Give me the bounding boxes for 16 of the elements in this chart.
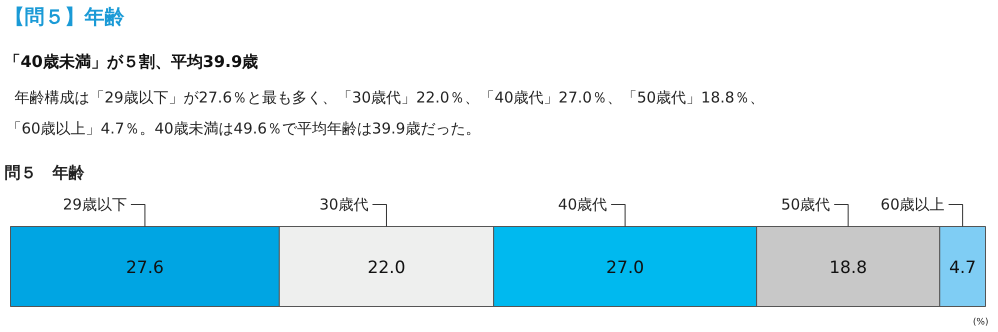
data-label: 27.0	[606, 258, 644, 278]
data-label: 4.7	[949, 258, 976, 278]
chart-title: 【問５】年齢	[4, 4, 126, 28]
data-label: 27.6	[126, 258, 164, 278]
text: 「60歳以上」4.7％。40歳未満は49.6％で平均年齢は39.9歳だった。	[6, 120, 480, 138]
text: 年齢構成は「29歳以下」が27.6％と最も多く、「30歳代」22.0％、「40歳代」27.0％、「50歳代」18.8％、	[14, 88, 764, 106]
series-label: 60歳以上	[880, 196, 945, 214]
series-label: 40歳代	[558, 196, 608, 214]
series-label: 29歳以下	[62, 196, 127, 214]
data-label: 18.8	[829, 258, 868, 278]
text: (%)	[972, 318, 989, 328]
text: 問５ 年齢	[4, 163, 86, 182]
data-label: 22.0	[368, 258, 406, 278]
series-label: 50歳代	[781, 196, 830, 214]
series-label: 30歳代	[319, 196, 368, 214]
chart-subtitle: 「40歳未満」が５割、平均39.9歳	[4, 52, 258, 71]
